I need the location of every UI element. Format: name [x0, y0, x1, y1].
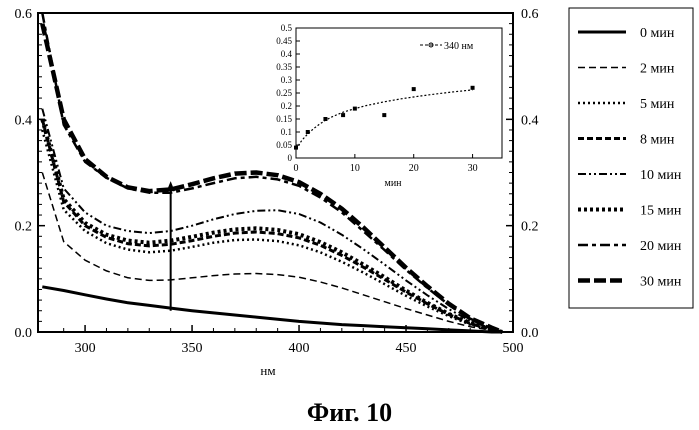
- inset-background: [296, 28, 502, 158]
- inset-fit-line: [295, 89, 473, 150]
- legend: 0 мин 2 мин 5 мин 8 мин 10 мин 15 мин 20 мин 30…: [568, 7, 694, 309]
- inset-y-tick-label: 0.1: [281, 127, 292, 137]
- inset-legend-marker: [428, 42, 434, 48]
- legend-label-2: 5 мин: [640, 97, 675, 112]
- y-left-tick-label: 0.0: [15, 326, 33, 341]
- inset-data-point: [411, 87, 416, 92]
- inset-y-tick-label: 0.3: [281, 75, 293, 85]
- inset-fit-curve: [295, 89, 473, 150]
- x-tick-label: 400: [289, 341, 310, 356]
- y-left-tick-label: 0.6: [15, 7, 33, 22]
- inset-data-point: [352, 106, 357, 111]
- series-line-1: [41, 172, 503, 333]
- main-plot-frame: [37, 12, 514, 333]
- series-line-0: [42, 285, 503, 334]
- inset-legend-label: 340 нм: [444, 41, 474, 52]
- inset-x-axis-label: мин: [384, 178, 402, 189]
- inset-data-point: [382, 113, 387, 118]
- inset-x-tick-label: 20: [409, 163, 419, 174]
- y-right-tick-label: 0.6: [521, 7, 539, 22]
- inset-y-tick-label: 0.15: [276, 114, 292, 124]
- inset-y-tick-label: 0.4: [281, 49, 293, 59]
- legend-label-6: 20 мин: [640, 239, 682, 254]
- legend-label-0: 0 мин: [640, 26, 675, 41]
- legend-frame: [568, 7, 694, 309]
- legend-label-5: 15 мин: [640, 204, 682, 219]
- inset-y-tick-label: 0.45: [276, 36, 292, 46]
- inset-data-point: [323, 117, 328, 121]
- inset-kinetics-plot: 0 10 20 30 0 0.05 0.1 0.15 0.2 0.25 0.3 0.35 0.4 0.45…: [276, 23, 503, 189]
- x-tick-label: 300: [75, 341, 96, 356]
- y-left-tick-label: 0.2: [15, 220, 33, 235]
- inset-y-tick-label: 0.05: [276, 140, 292, 150]
- inset-data-point: [470, 85, 475, 90]
- series-line-2: [41, 129, 503, 334]
- x-tick-label: 350: [182, 341, 203, 356]
- main-x-axis-label: нм: [260, 363, 275, 378]
- main-absorbance-plot: 300 350 400 450 5000.00.20.40.60.00.20.40.6 …: [15, 7, 539, 378]
- inset-data-point: [341, 113, 346, 118]
- figure: 300 350 400 450 5000.00.20.40.60.00.20.40.6 …: [15, 7, 694, 378]
- inset-x-tick-label: 30: [468, 163, 478, 174]
- legend-label-1: 2 мин: [640, 62, 675, 77]
- series-line-4: [41, 108, 503, 333]
- inset-y-tick-label: 0.2: [281, 101, 292, 111]
- inset-y-tick-label: 0.5: [281, 23, 293, 33]
- inset-plot-frame: [295, 27, 503, 159]
- y-left-tick-label: 0.4: [15, 113, 33, 128]
- x-tick-label: 500: [503, 341, 524, 356]
- main-series-lines: [40, 12, 504, 335]
- figure-caption: Фиг. 10: [306, 398, 393, 427]
- main-annotations: [166, 181, 175, 311]
- inset-legend: 340 нм: [420, 41, 474, 52]
- legend-label-3: 8 мин: [640, 133, 675, 148]
- inset-y-tick-label: 0.35: [276, 62, 292, 72]
- series-line-5: [40, 118, 503, 334]
- y-right-tick-label: 0.2: [521, 220, 539, 235]
- legend-label-7: 30 мин: [640, 275, 682, 290]
- y-right-tick-label: 0.4: [521, 113, 539, 128]
- series-line-7: [40, 23, 504, 335]
- inset-y-tick-label: 0: [288, 153, 293, 163]
- legend-items: 0 мин 2 мин 5 мин 8 мин 10 мин 15 мин 20 мин 30…: [578, 26, 682, 290]
- x-tick-label: 450: [396, 341, 417, 356]
- inset-y-tick-label: 0.25: [276, 88, 292, 98]
- legend-label-4: 10 мин: [640, 168, 682, 183]
- inset-data-point: [305, 130, 310, 134]
- inset-x-tick-label: 10: [350, 163, 360, 174]
- arrow-head: [166, 181, 175, 192]
- y-right-tick-label: 0.0: [521, 326, 539, 341]
- inset-x-tick-label: 0: [294, 163, 299, 174]
